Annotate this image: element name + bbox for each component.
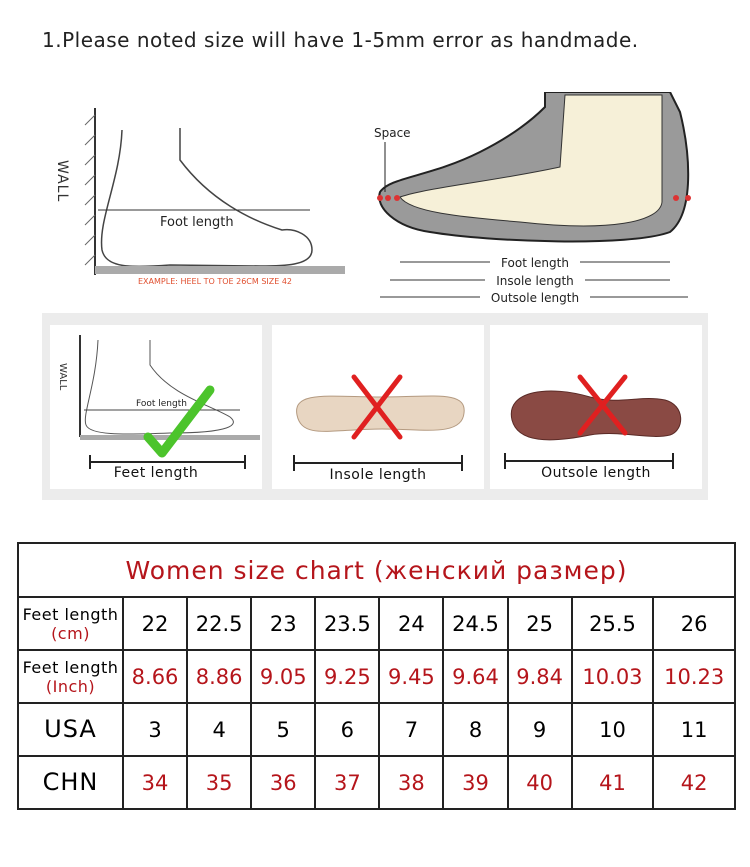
shoe-foot-length-label: Foot length (501, 256, 569, 270)
size-cell: 36 (250, 755, 317, 810)
size-cell: 10.03 (570, 649, 655, 704)
cross-icon (577, 374, 628, 436)
shoe-cross-section-diagram: Space Foot length Insole length Outsole … (374, 92, 691, 305)
size-cell: 9.64 (442, 649, 509, 704)
example-label: EXAMPLE: HEEL TO TOE 26CM SIZE 42 (138, 277, 292, 286)
card-feet-length: WALL Foot length Feet length (50, 325, 262, 489)
check-icon (143, 385, 215, 458)
size-cell: 24.5 (442, 596, 509, 651)
size-cell: 35 (186, 755, 253, 810)
size-cell: 8.86 (186, 649, 253, 704)
size-cell: 22.5 (186, 596, 253, 651)
size-cell: 9 (506, 702, 573, 757)
size-cell: 41 (570, 755, 655, 810)
shoe-insole-length-label: Insole length (496, 274, 574, 288)
row-header: USA (17, 702, 124, 757)
row-header: Feet length (cm) (17, 596, 124, 651)
size-cell: 9.45 (378, 649, 445, 704)
insole-length-caption: Insole length (329, 467, 427, 483)
size-cell: 26 (652, 596, 736, 651)
size-cell: 7 (378, 702, 445, 757)
foot-length-label: Foot length (160, 215, 234, 230)
size-cell: 25 (506, 596, 573, 651)
size-cell: 10 (570, 702, 655, 757)
size-cell: 42 (652, 755, 736, 810)
size-cell: 8.66 (121, 649, 189, 704)
size-cell: 5 (250, 702, 317, 757)
handmade-error-note: 1.Please noted size will have 1-5mm erro… (42, 28, 639, 52)
outsole-cross-illustration (504, 374, 682, 469)
outsole-length-caption: Outsole length (541, 465, 651, 481)
foot-measure-wall-diagram: WALL Foot length EXAMPLE: HEEL TO TOE 26… (54, 108, 345, 286)
size-cell: 40 (506, 755, 573, 810)
row-label: Feet length (22, 657, 119, 677)
card-wall-label: WALL (57, 363, 68, 391)
measurement-comparison-panel: WALL Foot length Feet length Insole leng… (42, 313, 708, 500)
size-cell: 8 (442, 702, 509, 757)
size-cell: 10.23 (652, 649, 736, 704)
foot-check-illustration: WALL Foot length (57, 335, 260, 469)
row-unit: (cm) (51, 623, 90, 643)
size-cell: 9.25 (314, 649, 381, 704)
row-header: Feet length (Inch) (17, 649, 124, 704)
size-cell: 39 (442, 755, 509, 810)
size-cell: 9.84 (506, 649, 573, 704)
size-cell: 24 (378, 596, 445, 651)
size-row: Feet length (cm) 22 22.5 23 23.5 24 24.5 25 25.5 2… (17, 596, 736, 651)
size-cell: 22 (121, 596, 189, 651)
size-cell: 38 (378, 755, 445, 810)
card-foot-length-label: Foot length (136, 399, 187, 409)
row-header: CHN (17, 755, 124, 810)
size-cell: 23 (250, 596, 317, 651)
feet-length-caption: Feet length (113, 465, 199, 481)
size-cell: 3 (121, 702, 189, 757)
size-cell: 6 (314, 702, 381, 757)
size-cell: 11 (652, 702, 736, 757)
size-cell: 9.05 (250, 649, 317, 704)
space-label: Space (374, 126, 411, 140)
size-cell: 34 (121, 755, 189, 810)
size-row: Feet length (Inch) 8.66 8.86 9.05 9.25 9.45 9.6… (17, 649, 736, 704)
shoe-outsole-length-label: Outsole length (491, 291, 579, 305)
size-cell: 25.5 (570, 596, 655, 651)
size-row: USA 3 4 5 6 7 8 9 10 11 (17, 702, 736, 757)
row-label: USA (44, 715, 97, 743)
cross-icon (351, 374, 403, 440)
row-unit: (Inch) (45, 676, 96, 696)
size-cell: 23.5 (314, 596, 381, 651)
card-insole-length: Insole length (272, 325, 484, 489)
insole-cross-illustration (293, 374, 465, 471)
card-outsole-length: Outsole length (490, 325, 702, 489)
row-label: Feet length (22, 604, 119, 624)
row-label: CHN (42, 768, 99, 796)
size-chart-title: Women size chart (женский размер) (17, 542, 736, 598)
women-size-chart: Women size chart (женский размер) Feet l… (17, 542, 736, 810)
size-row: CHN 34 35 36 37 38 39 40 41 42 (17, 755, 736, 810)
size-cell: 4 (186, 702, 253, 757)
size-cell: 37 (314, 755, 381, 810)
wall-label: WALL (54, 160, 70, 202)
